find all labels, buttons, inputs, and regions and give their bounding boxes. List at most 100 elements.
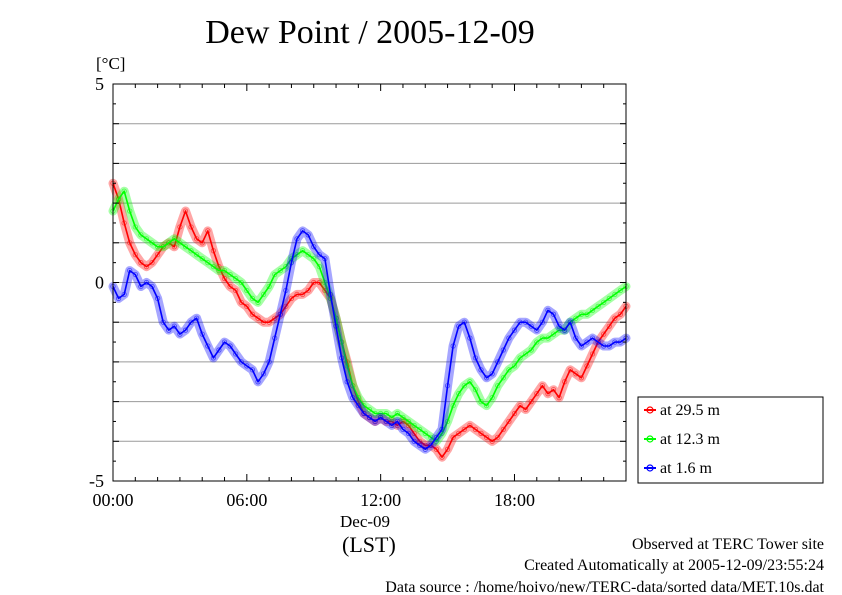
data-point xyxy=(461,426,467,432)
y-tick-label: 5 xyxy=(95,74,104,94)
series-at-12-3-m xyxy=(108,186,631,446)
data-point xyxy=(472,387,479,393)
data-point xyxy=(255,299,261,305)
data-point xyxy=(595,303,601,309)
y-tick-label: -5 xyxy=(89,471,104,491)
data-point xyxy=(361,402,367,409)
series-line xyxy=(112,230,627,450)
data-point xyxy=(422,430,428,436)
grid-lines xyxy=(113,123,626,442)
y-axis-unit-label: [°C] xyxy=(96,54,126,73)
data-point xyxy=(534,339,540,345)
data-point xyxy=(428,434,434,440)
data-point xyxy=(528,323,534,329)
data-point xyxy=(233,287,239,294)
data-point xyxy=(227,271,233,278)
data-point xyxy=(171,236,177,242)
data-point xyxy=(155,252,161,258)
data-point xyxy=(177,240,183,246)
data-point xyxy=(617,287,624,294)
data-point xyxy=(311,244,317,250)
x-tick-label: 00:00 xyxy=(92,490,133,510)
data-point xyxy=(573,371,579,377)
data-point xyxy=(138,260,144,266)
data-point xyxy=(361,410,367,417)
data-point xyxy=(545,307,551,313)
data-point xyxy=(238,359,244,365)
data-point xyxy=(249,367,256,373)
data-point xyxy=(467,422,473,429)
data-point xyxy=(461,383,467,389)
data-point xyxy=(244,303,250,309)
data-point xyxy=(534,327,540,333)
data-point xyxy=(483,375,490,381)
data-point xyxy=(316,252,322,258)
series-group xyxy=(108,178,631,462)
data-point xyxy=(500,347,506,353)
data-point xyxy=(249,295,256,301)
data-point xyxy=(428,442,434,448)
data-point xyxy=(227,343,233,349)
data-point xyxy=(478,367,484,373)
data-point xyxy=(517,402,523,409)
data-point xyxy=(500,426,506,432)
data-point xyxy=(606,323,612,329)
legend-box xyxy=(637,396,824,484)
data-point xyxy=(500,375,506,381)
data-point xyxy=(355,402,361,409)
data-point xyxy=(210,264,216,270)
data-point xyxy=(138,232,144,238)
data-point xyxy=(188,248,194,254)
legend-label: at 1.6 m xyxy=(660,460,713,477)
data-point xyxy=(366,406,373,413)
y-tick-label: 0 xyxy=(95,273,104,293)
data-point xyxy=(216,347,222,353)
series-at-1-6-m xyxy=(108,226,631,454)
data-point xyxy=(506,335,512,341)
data-point xyxy=(534,391,540,397)
data-point xyxy=(495,434,501,440)
data-point xyxy=(260,371,267,377)
data-point xyxy=(255,379,261,385)
data-point xyxy=(305,287,311,294)
data-point xyxy=(495,359,501,365)
data-point xyxy=(495,383,501,389)
x-tick-label: 18:00 xyxy=(494,490,535,510)
data-point xyxy=(567,367,573,373)
data-point xyxy=(578,343,584,349)
data-point xyxy=(417,438,423,444)
data-point xyxy=(115,196,122,202)
data-point xyxy=(400,418,406,425)
data-point xyxy=(606,295,612,301)
legend-marker xyxy=(646,464,654,472)
data-point xyxy=(182,244,189,250)
data-point xyxy=(182,327,189,333)
data-point xyxy=(506,418,512,425)
data-point xyxy=(612,291,618,298)
data-point xyxy=(417,442,423,448)
data-point xyxy=(439,454,445,460)
data-point xyxy=(171,323,177,329)
data-point xyxy=(612,315,618,321)
footer-created: Created Automatically at 2005-12-09/23:5… xyxy=(524,557,824,574)
data-point xyxy=(578,375,584,381)
data-point xyxy=(517,355,523,361)
data-point xyxy=(550,387,557,393)
data-point xyxy=(149,260,155,266)
data-point xyxy=(132,252,138,258)
x-tick-label: 12:00 xyxy=(360,490,401,510)
data-point xyxy=(389,422,395,429)
data-point xyxy=(238,299,244,305)
data-point xyxy=(221,339,228,345)
data-point xyxy=(483,402,490,409)
data-point xyxy=(411,430,417,436)
data-point xyxy=(506,367,512,373)
data-point xyxy=(143,279,150,286)
data-point xyxy=(405,422,412,429)
data-point xyxy=(138,283,144,290)
series-line xyxy=(112,190,627,443)
data-point xyxy=(589,351,596,357)
data-point xyxy=(294,252,300,258)
data-point xyxy=(305,252,311,258)
